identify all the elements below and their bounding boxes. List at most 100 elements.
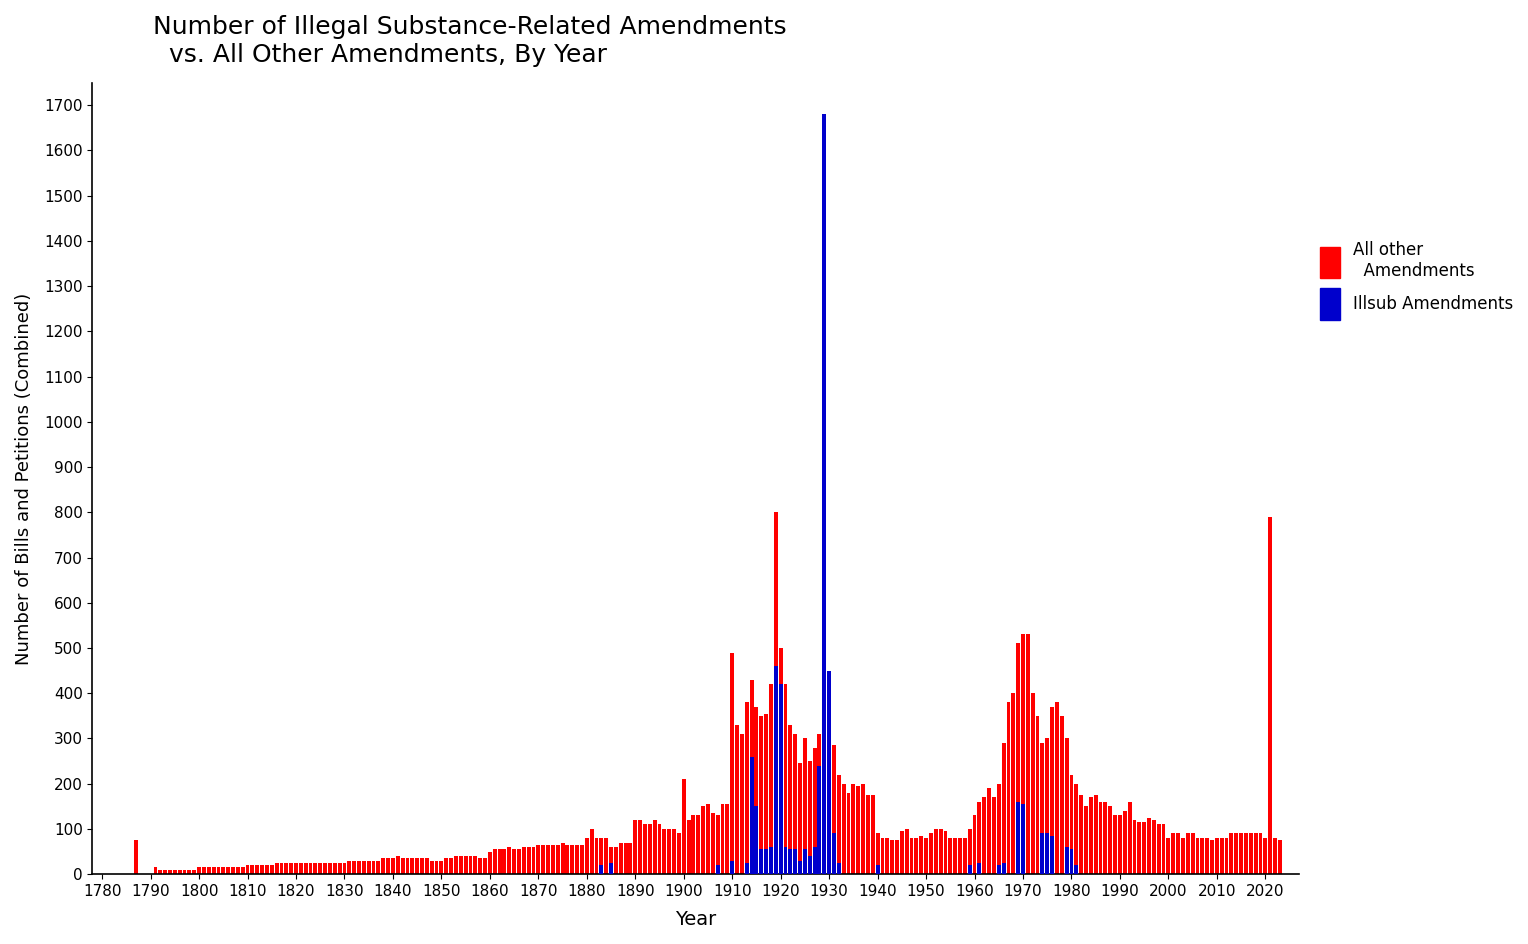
Bar [565, 845, 570, 874]
Bar [222, 868, 225, 874]
Bar [1118, 816, 1122, 874]
Bar [798, 861, 802, 874]
Bar [759, 850, 762, 874]
Bar [973, 816, 976, 874]
Y-axis label: Number of Bills and Petitions (Combined): Number of Bills and Petitions (Combined) [15, 293, 34, 665]
Bar [856, 786, 860, 874]
Bar [570, 845, 575, 874]
Bar [992, 798, 996, 874]
Bar [523, 847, 526, 874]
Bar [1016, 644, 1021, 874]
Bar [643, 824, 646, 874]
Bar [808, 761, 811, 874]
Bar [251, 865, 254, 874]
Bar [1103, 801, 1108, 874]
Bar [827, 670, 831, 874]
Bar [711, 813, 715, 874]
Bar [967, 829, 972, 874]
Bar [1065, 847, 1068, 874]
Bar [362, 861, 365, 874]
Bar [391, 858, 394, 874]
Bar [353, 861, 356, 874]
Bar [1235, 834, 1238, 874]
Bar [764, 850, 769, 874]
Bar [934, 829, 938, 874]
Bar [905, 829, 909, 874]
Bar [920, 835, 923, 874]
Bar [1112, 816, 1117, 874]
Bar [153, 868, 157, 874]
Bar [469, 856, 472, 874]
Bar [1268, 517, 1273, 874]
Bar [1074, 865, 1079, 874]
Bar [730, 861, 733, 874]
Bar [779, 684, 782, 874]
Bar [358, 861, 361, 874]
Bar [842, 784, 845, 874]
Bar [1108, 806, 1112, 874]
Bar [793, 733, 798, 874]
Bar [202, 868, 206, 874]
Bar [532, 847, 535, 874]
Bar [1186, 834, 1190, 874]
Bar [1094, 795, 1097, 874]
Bar [1248, 834, 1253, 874]
X-axis label: Year: Year [675, 910, 717, 929]
Bar [1016, 801, 1021, 874]
Bar [226, 868, 231, 874]
Bar [487, 851, 492, 874]
Bar [808, 856, 811, 874]
Bar [463, 856, 468, 874]
Bar [929, 834, 934, 874]
Bar [813, 748, 816, 874]
Bar [668, 829, 671, 874]
Bar [871, 795, 874, 874]
Bar [134, 840, 138, 874]
Bar [376, 861, 380, 874]
Bar [1273, 838, 1277, 874]
Bar [769, 684, 773, 874]
Bar [610, 847, 613, 874]
Bar [270, 865, 274, 874]
Bar [1060, 716, 1063, 874]
Bar [1230, 834, 1233, 874]
Bar [527, 847, 530, 874]
Bar [628, 842, 633, 874]
Bar [1264, 838, 1267, 874]
Bar [755, 707, 758, 874]
Bar [900, 832, 903, 874]
Bar [1190, 834, 1195, 874]
Bar [1025, 634, 1030, 874]
Bar [599, 865, 604, 874]
Bar [231, 868, 235, 874]
Bar [264, 865, 269, 874]
Bar [623, 842, 628, 874]
Bar [159, 869, 162, 874]
Bar [784, 847, 787, 874]
Bar [895, 840, 898, 874]
Bar [833, 834, 836, 874]
Legend: All other
  Amendments, Illsub Amendments: All other Amendments, Illsub Amendments [1320, 242, 1513, 320]
Bar [759, 716, 762, 874]
Bar [1002, 863, 1005, 874]
Bar [924, 838, 927, 874]
Bar [474, 856, 477, 874]
Bar [246, 865, 249, 874]
Bar [173, 869, 177, 874]
Bar [347, 861, 351, 874]
Bar [730, 652, 733, 874]
Bar [706, 804, 711, 874]
Bar [1021, 634, 1025, 874]
Bar [750, 756, 753, 874]
Bar [967, 865, 972, 874]
Bar [1259, 834, 1262, 874]
Bar [309, 863, 313, 874]
Bar [953, 838, 957, 874]
Bar [1219, 838, 1224, 874]
Bar [909, 838, 914, 874]
Bar [1007, 702, 1010, 874]
Bar [387, 858, 390, 874]
Bar [255, 865, 260, 874]
Bar [434, 861, 439, 874]
Bar [837, 863, 840, 874]
